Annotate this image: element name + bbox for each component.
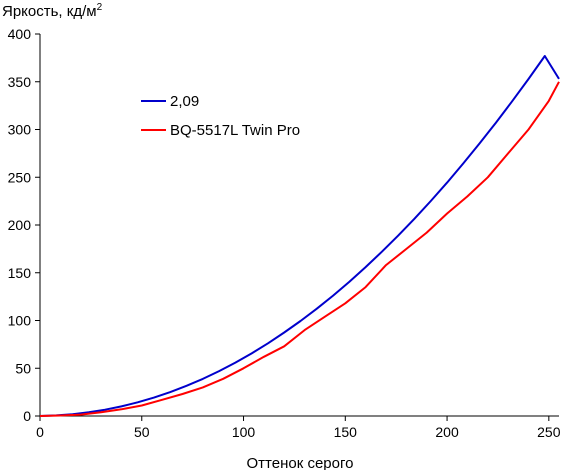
axes [39, 34, 559, 417]
y-tick-label: 300 [8, 122, 32, 138]
y-tick-label: 350 [8, 74, 32, 90]
x-tick-label: 50 [134, 424, 150, 440]
x-tick-label: 200 [435, 424, 459, 440]
y-tick-label: 200 [8, 217, 32, 233]
x-tick-label: 100 [232, 424, 256, 440]
x-axis-title: Оттенок серого [247, 455, 354, 470]
series [39, 55, 560, 417]
legend-label-1: 2,09 [170, 93, 199, 110]
y-tick-label: 250 [8, 169, 32, 185]
series-line-1 [39, 55, 560, 417]
axis-titles: Оттенок серого Яркость, кд/м2 [2, 2, 353, 470]
legend-label-2: BQ-5517L Twin Pro [170, 122, 300, 139]
legend: 2,09 BQ-5517L Twin Pro [141, 93, 300, 139]
x-tick-label: 150 [334, 424, 358, 440]
y-axis-title-group: Яркость, кд/м2 [2, 2, 103, 20]
y-tick-label: 50 [15, 360, 31, 376]
y-axis-title: Яркость, кд/м [2, 3, 97, 20]
y-axis-title-superscript: 2 [97, 2, 103, 13]
y-tick-label: 400 [8, 26, 32, 42]
x-tick-label: 250 [537, 424, 561, 440]
x-tick-label: 0 [36, 424, 44, 440]
ticks: 0 50 100 150 200 250 0 50 100 150 200 250 300 350 400 [8, 26, 561, 440]
y-tick-label: 0 [23, 408, 31, 424]
series-line-2 [39, 81, 560, 417]
y-tick-label: 150 [8, 265, 32, 281]
y-tick-label: 100 [8, 313, 32, 329]
